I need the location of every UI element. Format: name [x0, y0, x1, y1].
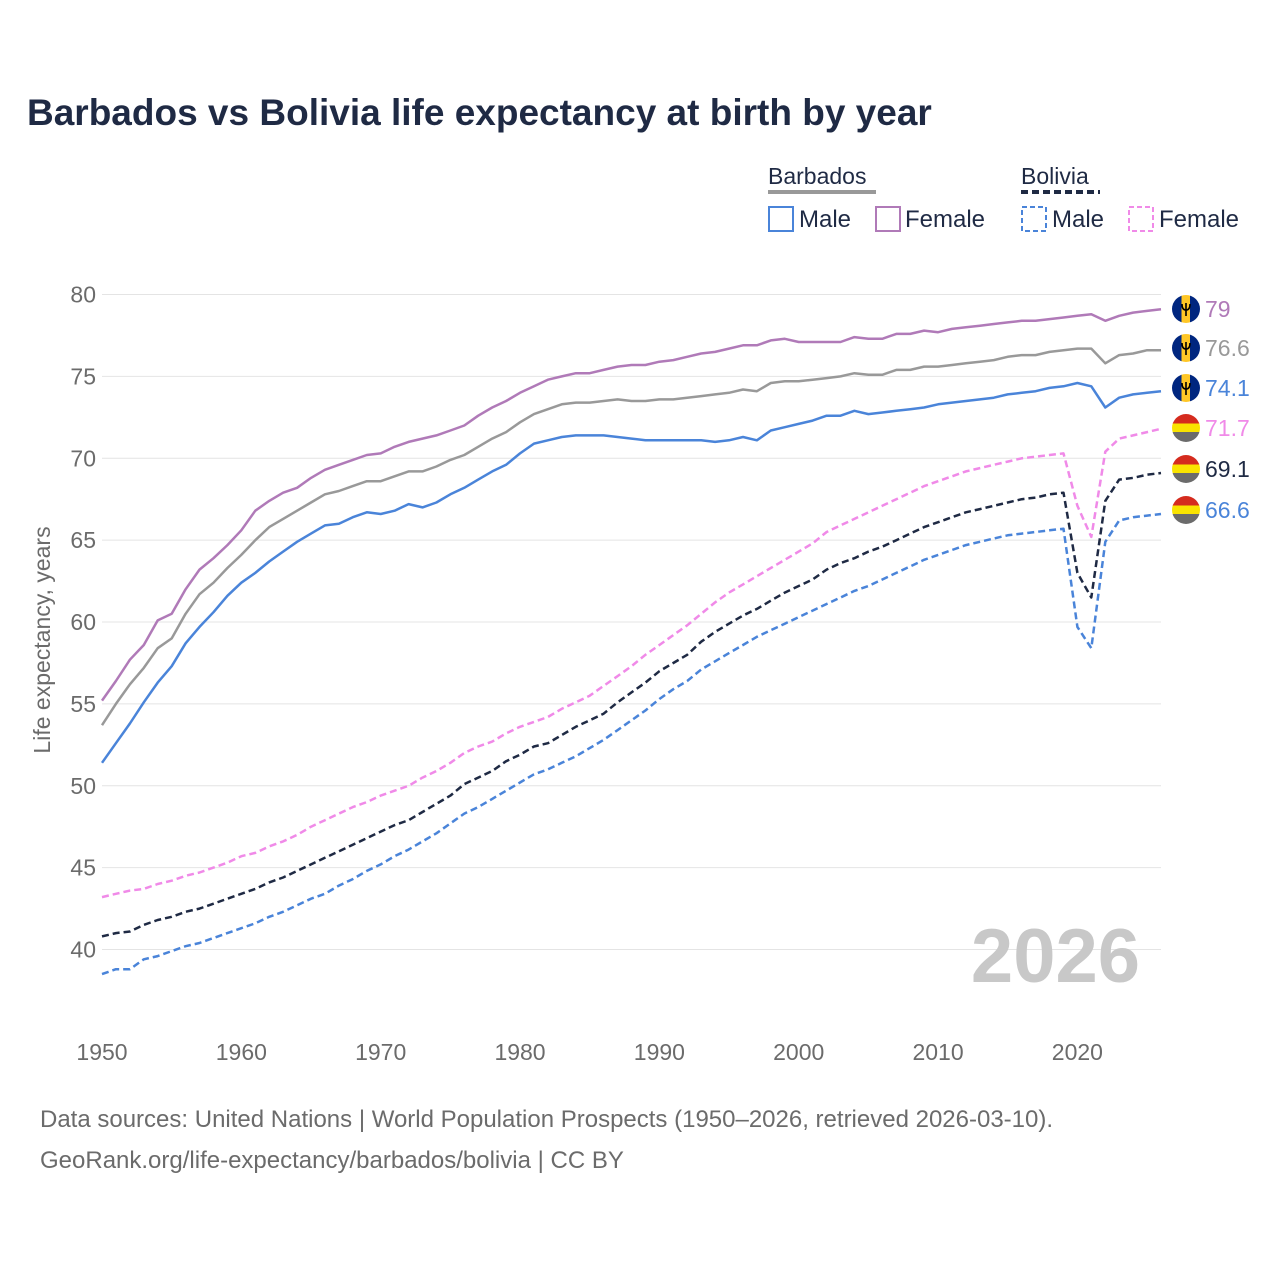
- series-line-bolivia-male: [101, 512, 1162, 976]
- y-tick-label: 50: [70, 773, 96, 799]
- x-tick-label: 1980: [494, 1039, 545, 1065]
- y-tick-label: 55: [70, 691, 96, 717]
- legend-barbados-male-label: Male: [799, 206, 851, 233]
- grid: [102, 294, 1161, 951]
- chart-title: Barbados vs Bolivia life expectancy at b…: [27, 92, 932, 133]
- series: [100, 308, 1162, 976]
- legend-barbados-female-label: Female: [905, 206, 985, 233]
- x-axis-ticks: 1950 1960 1970 1980 1990 2000 2010 2020: [76, 1039, 1103, 1065]
- end-value-label: 69.1: [1205, 456, 1250, 482]
- bolivia-flag-icon: [1172, 414, 1200, 442]
- x-tick-label: 1970: [355, 1039, 406, 1065]
- end-value-label: 71.7: [1205, 415, 1250, 441]
- x-tick-label: 2010: [912, 1039, 963, 1065]
- series-line-bolivia-female: [101, 427, 1162, 899]
- x-tick-label: 1950: [76, 1039, 127, 1065]
- footer-sources: Data sources: United Nations | World Pop…: [40, 1106, 1054, 1133]
- barbados-flag-icon: [1172, 334, 1200, 362]
- y-axis-ticks: 40 45 50 55 60 65 70 75 80: [70, 282, 96, 963]
- y-tick-label: 75: [70, 363, 96, 389]
- y-tick-label: 40: [70, 937, 96, 963]
- legend-barbados-male-swatch: [768, 206, 794, 232]
- legend-bolivia-male-swatch: [1021, 206, 1047, 232]
- end-value-label: 74.1: [1205, 375, 1250, 401]
- series-line-barbados-total: [100, 347, 1161, 726]
- bolivia-flag-icon: [1172, 455, 1200, 483]
- x-tick-label: 1990: [634, 1039, 685, 1065]
- chart-svg: Barbados Bolivia Male Female Male Female…: [29, 163, 1250, 1065]
- y-tick-label: 70: [70, 445, 96, 471]
- legend-bolivia-female-label: Female: [1159, 206, 1239, 233]
- y-tick-label: 60: [70, 609, 96, 635]
- x-tick-label: 2000: [773, 1039, 824, 1065]
- x-tick-label: 2020: [1052, 1039, 1103, 1065]
- y-tick-label: 65: [70, 527, 96, 553]
- end-value-label: 79: [1205, 296, 1231, 322]
- year-watermark: 2026: [971, 914, 1140, 999]
- y-axis-label: Life expectancy, years: [29, 526, 55, 753]
- end-value-label: 76.6: [1205, 335, 1250, 361]
- end-labels: 79 76.6 74.1 71.7 69.1 66.6: [1172, 295, 1250, 524]
- series-line-barbados-male: [100, 381, 1162, 764]
- bolivia-flag-icon: [1172, 496, 1200, 524]
- series-line-bolivia-total: [101, 471, 1162, 938]
- x-tick-label: 1960: [216, 1039, 267, 1065]
- legend-bolivia-male-label: Male: [1052, 206, 1104, 233]
- barbados-flag-icon: [1172, 374, 1200, 402]
- barbados-flag-icon: [1172, 295, 1200, 323]
- y-tick-label: 80: [70, 282, 96, 308]
- legend-barbados-female-swatch: [875, 206, 901, 232]
- series-line-barbados-female: [100, 308, 1162, 702]
- footer-credit[interactable]: GeoRank.org/life-expectancy/barbados/bol…: [40, 1147, 624, 1174]
- legend-barbados-label: Barbados: [768, 163, 866, 189]
- legend-bolivia-label: Bolivia: [1021, 163, 1089, 189]
- legend: Barbados Bolivia Male Female Male Female: [768, 163, 1239, 233]
- end-value-label: 66.6: [1205, 497, 1250, 523]
- legend-bolivia-female-swatch: [1128, 206, 1154, 232]
- y-tick-label: 45: [70, 855, 96, 881]
